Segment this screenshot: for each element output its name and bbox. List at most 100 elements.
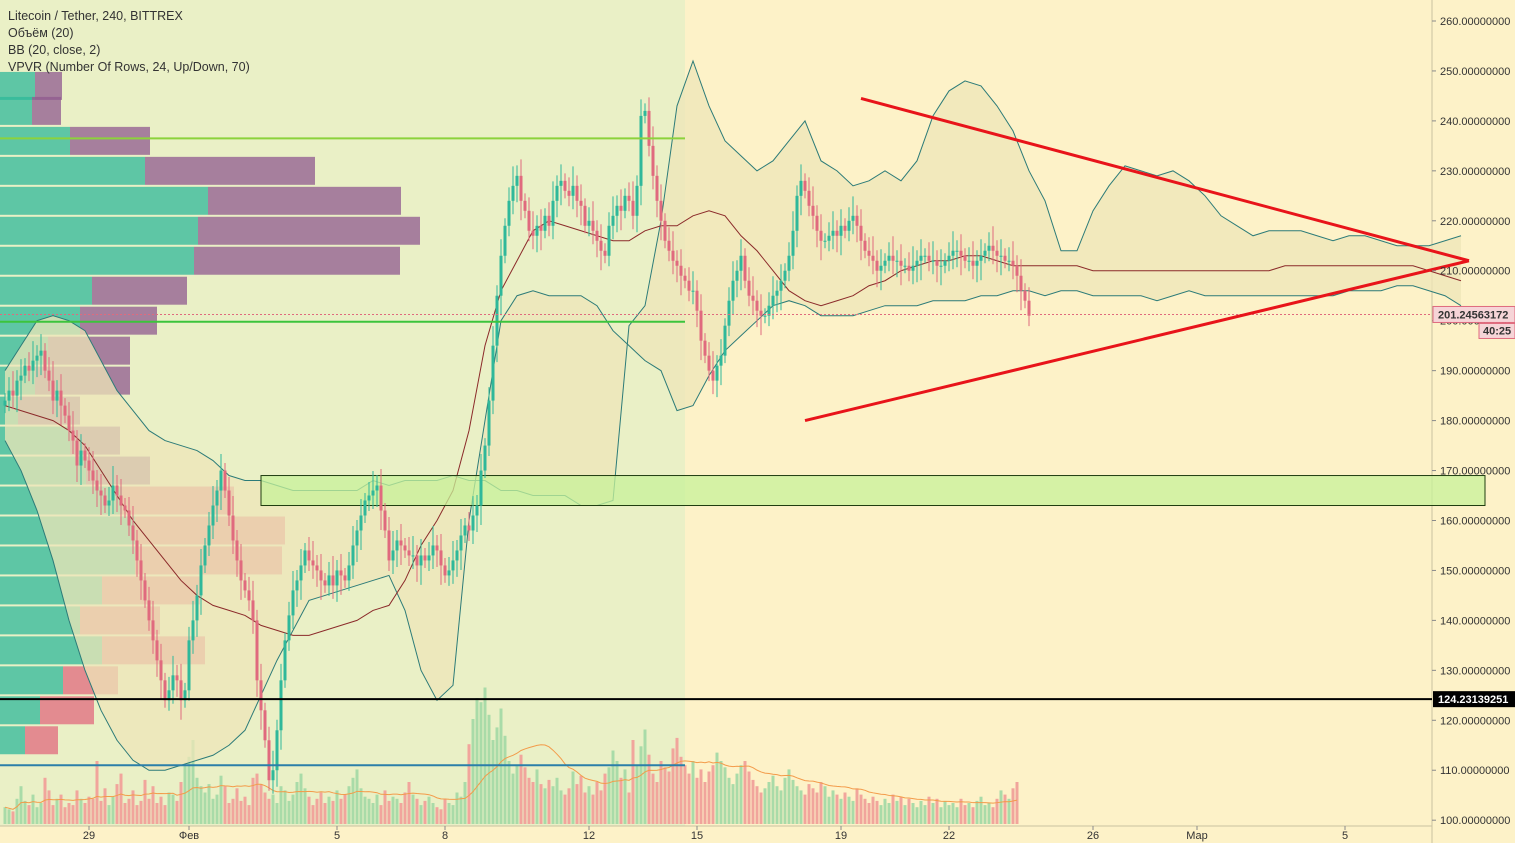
candle-body	[83, 450, 87, 461]
volume-bar	[823, 786, 827, 824]
volume-bar	[415, 798, 419, 824]
candle-body	[327, 575, 331, 586]
volume-bar	[859, 794, 863, 824]
volume-bar	[203, 792, 207, 824]
candle-body	[7, 390, 11, 401]
volume-bar	[539, 784, 543, 824]
price-tick-label: 260.00000000	[1440, 16, 1510, 28]
volume-bar	[559, 790, 563, 824]
candle-body	[939, 265, 943, 267]
candle-body	[727, 300, 731, 326]
volume-bar	[891, 794, 895, 824]
candle-body	[179, 680, 183, 701]
candle-body	[379, 485, 383, 511]
bb-lower-line	[4, 285, 1462, 771]
volume-bar	[263, 792, 267, 824]
volume-bar	[631, 740, 635, 824]
symbol-title[interactable]: Litecoin / Tether, 240, BITTREX	[8, 9, 183, 23]
volume-bar	[11, 811, 15, 824]
volume-bar	[855, 788, 859, 824]
volume-bar	[343, 794, 347, 824]
volume-bar	[535, 769, 539, 824]
volume-bar	[79, 798, 83, 824]
volume-bar	[467, 744, 471, 824]
candle-body	[763, 315, 767, 317]
vpvr-indicator-label[interactable]: VPVR (Number Of Rows, 24, Up/Down, 70)	[8, 60, 250, 74]
volume-bar	[491, 740, 495, 824]
volume-bar	[159, 796, 163, 824]
candle-body	[647, 110, 651, 146]
vpvr-row-up	[0, 726, 25, 755]
volume-bar	[319, 792, 323, 824]
volume-bar	[267, 798, 271, 824]
candle-body	[983, 250, 987, 256]
candle-body	[803, 180, 807, 191]
candle-body	[271, 770, 275, 781]
candle-body	[779, 280, 783, 291]
volume-bar	[911, 803, 915, 824]
volume-bar	[411, 794, 415, 824]
volume-bar	[571, 771, 575, 824]
volume-bar	[155, 803, 159, 824]
candle-body	[195, 595, 199, 621]
volume-indicator-label[interactable]: Объём (20)	[8, 26, 74, 40]
volume-bar	[323, 803, 327, 824]
volume-bar	[463, 782, 467, 824]
volume-bar	[847, 796, 851, 824]
price-tick-label: 110.00000000	[1440, 765, 1510, 777]
candle-body	[631, 200, 635, 216]
volume-bar	[839, 798, 843, 824]
volume-bar	[907, 798, 911, 824]
candle-body	[363, 500, 367, 516]
candle-body	[407, 550, 411, 556]
volume-bar	[311, 805, 315, 824]
bb-indicator-label[interactable]: BB (20, close, 2)	[8, 43, 101, 57]
candle-body	[423, 555, 427, 561]
candle-body	[51, 380, 55, 401]
volume-bar	[479, 702, 483, 824]
candle-body	[311, 560, 315, 566]
candle-body	[91, 470, 95, 481]
volume-bar	[119, 773, 123, 824]
volume-bar	[223, 786, 227, 824]
volume-bar	[923, 805, 927, 824]
volume-bar	[511, 773, 515, 824]
volume-bar	[387, 800, 391, 824]
volume-bar	[575, 784, 579, 824]
candle-body	[623, 195, 627, 211]
candle-body	[595, 230, 599, 241]
volume-bar	[239, 800, 243, 824]
volume-bar	[179, 782, 183, 824]
bb-upper-line	[4, 59, 1462, 507]
candle-body	[239, 560, 243, 581]
candle-body	[303, 550, 307, 566]
volume-bar	[735, 773, 739, 824]
volume-bar	[915, 807, 919, 824]
volume-bar	[959, 798, 963, 824]
volume-bar	[811, 788, 815, 824]
candle-body	[971, 260, 975, 266]
volume-bar	[283, 790, 287, 824]
time-tick-label: 5	[1342, 830, 1348, 842]
candle-body	[315, 565, 319, 571]
volume-bar	[771, 775, 775, 824]
volume-bar	[619, 777, 623, 824]
volume-bar	[935, 798, 939, 824]
volume-bar	[707, 771, 711, 824]
candle-body	[819, 230, 823, 241]
candle-body	[415, 555, 419, 566]
volume-bar	[651, 773, 655, 824]
candle-body	[499, 255, 503, 296]
candle-body	[95, 480, 99, 491]
price-tick-label: 240.00000000	[1440, 116, 1510, 128]
time-tick-label: 8	[442, 830, 448, 842]
price-tick-label: 100.00000000	[1440, 815, 1510, 827]
volume-bar	[59, 794, 63, 824]
vpvr-row-down	[194, 246, 400, 275]
candle-body	[159, 660, 163, 681]
candle-body	[827, 235, 831, 241]
candle-body	[447, 570, 451, 576]
volume-bar	[423, 800, 427, 824]
